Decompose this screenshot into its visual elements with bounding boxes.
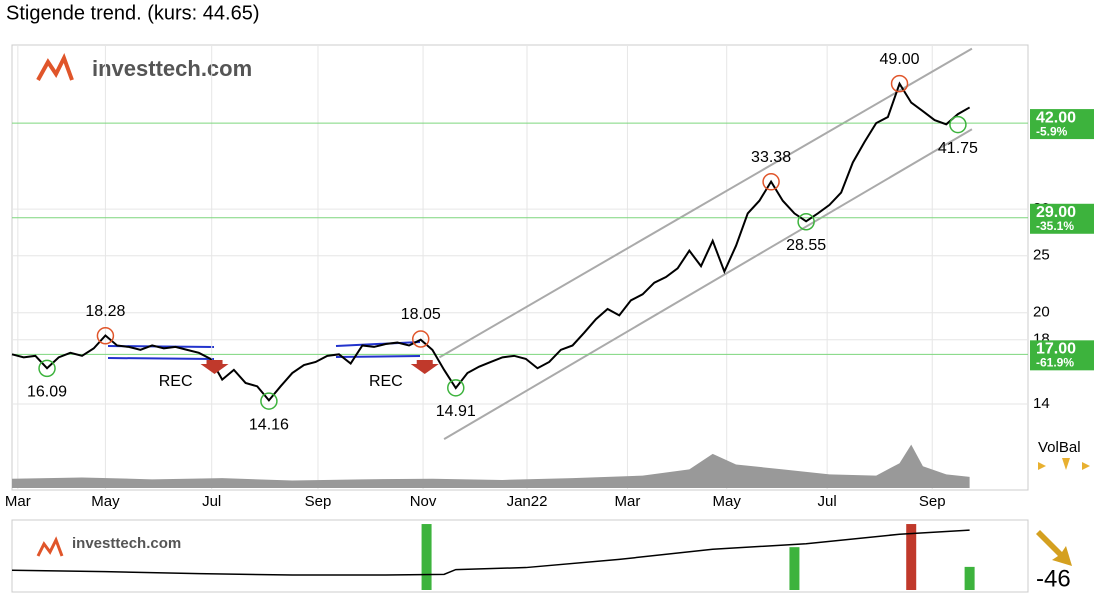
x-tick-label: Jul: [202, 493, 221, 510]
extreme-marker: [797, 213, 815, 231]
extreme-marker: [96, 327, 115, 345]
level-label: 42.00: [1036, 109, 1076, 126]
x-tick-label: Nov: [410, 493, 437, 510]
indicator-bar: [964, 566, 975, 590]
extreme-label: 41.75: [938, 140, 978, 157]
extreme-label: 16.09: [27, 384, 67, 401]
y-tick-label: 20: [1033, 304, 1050, 321]
x-tick-label: Sep: [305, 493, 332, 510]
extreme-marker: [949, 115, 967, 134]
volbal-arrows: [1038, 458, 1090, 470]
extreme-marker: [411, 330, 430, 348]
plot-frame: [11, 44, 1029, 491]
level-box: [1030, 203, 1094, 234]
x-tick-label: Jul: [818, 493, 837, 510]
indicator-frame: [11, 519, 1029, 593]
extreme-marker: [762, 173, 780, 191]
sell-signal: [410, 360, 439, 374]
extreme-label: 49.00: [880, 51, 920, 68]
logo-text: investtech.com: [92, 56, 252, 81]
level-label: 29.00: [1036, 204, 1076, 221]
x-tick-label: Sep: [919, 493, 946, 510]
extreme-label: 14.16: [249, 416, 289, 433]
indicator-line: [11, 529, 970, 576]
indicator-bar: [789, 547, 800, 590]
volume-area: [12, 444, 970, 488]
x-tick-label: May: [713, 493, 742, 510]
x-tick-label: Mar: [615, 493, 641, 510]
level-change: -35.1%: [1036, 219, 1074, 233]
pattern-line: [107, 357, 215, 360]
indicator-bar: [906, 524, 917, 590]
extreme-label: 18.28: [85, 303, 125, 320]
extreme-label: 33.38: [751, 149, 791, 166]
chart-title: Stigende trend. (kurs: 44.65): [6, 2, 259, 24]
level-label: 17.00: [1036, 341, 1076, 358]
signal-label: REC: [369, 373, 403, 390]
extreme-label: 18.05: [401, 306, 441, 323]
extreme-label: 28.55: [786, 237, 826, 254]
trend-channel: [443, 128, 973, 441]
extreme-marker: [260, 392, 278, 410]
level-change: -5.9%: [1036, 124, 1068, 138]
logo-text: investtech.com: [72, 535, 181, 552]
level-box: [1030, 340, 1094, 371]
volume-label: VolBal: [1038, 439, 1081, 456]
level-box: [1030, 109, 1094, 140]
y-tick-label: 14: [1033, 395, 1050, 412]
x-tick-label: May: [91, 493, 120, 510]
extreme-marker: [890, 74, 909, 93]
pattern-line: [335, 355, 421, 358]
indicator-value: -46: [1036, 565, 1071, 592]
signal-label: REC: [159, 373, 193, 390]
level-change: -61.9%: [1036, 356, 1074, 370]
pattern-line: [335, 341, 421, 347]
indicator-arrow: [1036, 530, 1072, 566]
y-tick-label: 25: [1033, 247, 1050, 264]
logo: investtech.com investtech.com: [36, 52, 252, 557]
sell-signal: [200, 360, 229, 374]
x-tick-label: Jan22: [507, 493, 548, 510]
extreme-label: 14.91: [436, 403, 476, 420]
trend-channel: [438, 47, 973, 359]
indicator-bar: [421, 524, 432, 590]
price-line: [11, 81, 971, 402]
x-tick-label: Mar: [5, 493, 31, 510]
extreme-marker: [38, 359, 56, 378]
extreme-marker: [447, 379, 465, 397]
